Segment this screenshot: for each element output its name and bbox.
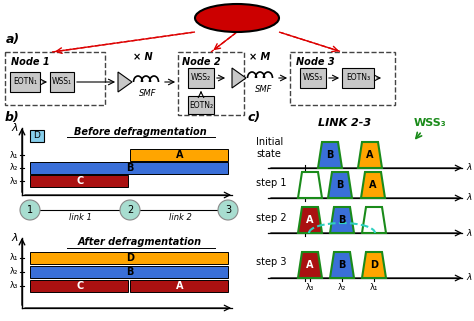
Text: 3: 3 [225,205,231,215]
Text: link 1: link 1 [69,213,91,222]
Bar [178,52,244,115]
Text: B: B [126,267,134,277]
Text: 2: 2 [127,205,133,215]
Text: λ: λ [466,194,472,203]
Text: λ₃: λ₃ [10,282,18,291]
Text: B: B [326,150,334,160]
Text: A: A [306,260,314,270]
Bar [30,252,228,264]
Text: EOTN₂: EOTN₂ [189,100,213,109]
Bar [30,175,128,187]
Text: λ₂: λ₂ [10,163,18,172]
Text: λ₁: λ₁ [9,151,18,160]
Text: Before defragmentation: Before defragmentation [73,127,206,137]
Text: λ₁: λ₁ [9,254,18,263]
Text: λ: λ [11,233,18,243]
Text: step 3: step 3 [256,257,286,267]
Text: After defragmentation: After defragmentation [78,237,202,247]
Bar [188,96,214,114]
Text: SMF: SMF [139,89,157,98]
Polygon shape [361,172,385,198]
Polygon shape [358,142,382,168]
Text: A: A [366,150,374,160]
Polygon shape [330,252,354,278]
Circle shape [218,200,238,220]
Text: A: A [369,180,377,190]
Bar [342,68,374,88]
Bar [290,52,395,105]
Polygon shape [318,142,342,168]
Text: B: B [337,180,344,190]
Polygon shape [298,207,322,233]
Bar [130,149,228,161]
Text: B: B [338,260,346,270]
Text: WSS₃: WSS₃ [414,118,447,128]
Text: D: D [370,260,378,270]
Text: λ₂: λ₂ [10,267,18,276]
Text: λ: λ [11,123,18,133]
Bar [130,280,228,292]
Text: λ: λ [466,229,472,238]
Text: WSS₂: WSS₂ [191,74,211,82]
Text: λ₃: λ₃ [306,283,314,292]
Text: B: B [126,163,134,173]
Text: A: A [176,150,184,160]
Text: Node 3: Node 3 [296,57,335,67]
Text: step 1: step 1 [256,178,286,188]
Text: Node 2: Node 2 [182,57,220,67]
Bar [30,162,228,174]
Text: LINK 2-3: LINK 2-3 [319,118,372,128]
Text: A: A [306,215,314,225]
Bar [30,130,44,142]
Text: NC&M: NC&M [216,12,258,24]
Polygon shape [232,68,246,88]
Bar [30,266,228,278]
Bar [50,72,74,92]
Text: EOTN₁: EOTN₁ [13,77,37,86]
Bar [300,68,326,88]
Polygon shape [362,252,386,278]
Text: D: D [34,132,40,141]
Text: λ: λ [466,163,472,172]
Text: link 2: link 2 [169,213,191,222]
Bar [10,72,40,92]
Polygon shape [118,72,132,92]
Ellipse shape [195,4,279,32]
Polygon shape [330,207,354,233]
Text: c): c) [248,111,261,125]
Polygon shape [328,172,352,198]
Text: × N: × N [133,52,153,62]
Text: a): a) [6,33,20,47]
Text: b): b) [5,111,20,125]
Text: × M: × M [249,52,271,62]
Text: SMF: SMF [255,84,273,93]
Circle shape [120,200,140,220]
Text: WSS₃: WSS₃ [303,74,323,82]
Text: λ₂: λ₂ [338,283,346,292]
Bar [30,280,128,292]
Polygon shape [298,252,322,278]
Text: C: C [76,281,83,291]
Circle shape [20,200,40,220]
Polygon shape [298,172,322,198]
Text: A: A [176,281,184,291]
Text: D: D [126,253,134,263]
Text: 1: 1 [27,205,33,215]
Text: Node 1: Node 1 [11,57,50,67]
Text: Initial
state: Initial state [256,137,283,159]
Text: C: C [76,176,83,186]
Text: λ₁: λ₁ [370,283,378,292]
Text: λ: λ [466,273,472,282]
Text: WSS₁: WSS₁ [52,77,72,86]
Text: step 2: step 2 [256,213,287,223]
Text: B: B [338,215,346,225]
Text: λ₃: λ₃ [10,177,18,186]
Text: EOTN₃: EOTN₃ [346,74,370,82]
Polygon shape [362,207,386,233]
Bar [5,52,105,105]
Bar [188,68,214,88]
